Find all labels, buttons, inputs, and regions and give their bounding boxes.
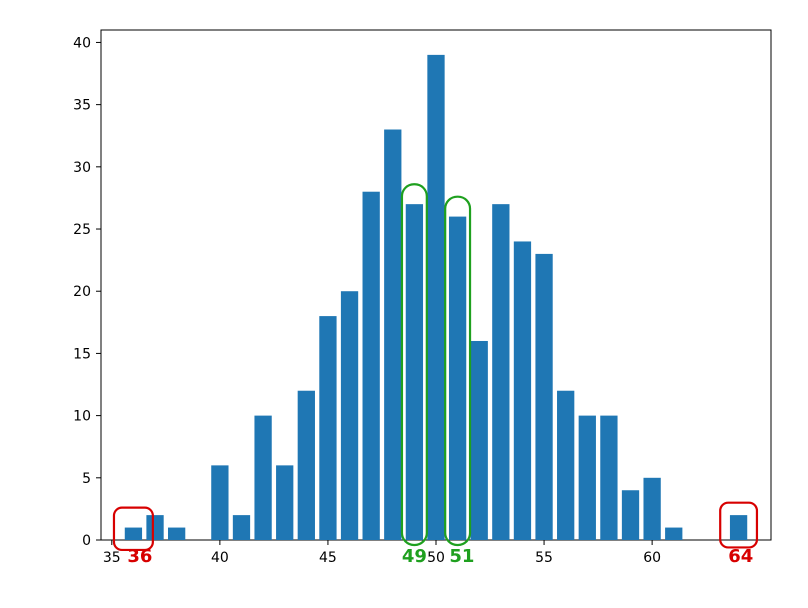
bar: [579, 416, 596, 540]
y-tick-label: 30: [73, 160, 91, 176]
annotation-label: 49: [402, 546, 427, 567]
y-tick-label: 10: [73, 409, 91, 425]
x-tick-label: 60: [643, 550, 661, 566]
bar: [363, 192, 380, 540]
x-tick-label: 50: [427, 550, 445, 566]
x-tick-label: 35: [103, 550, 121, 566]
bar: [406, 204, 423, 540]
x-tick-label: 55: [535, 550, 553, 566]
bar: [341, 291, 358, 540]
y-tick-label: 40: [73, 35, 91, 51]
bar: [665, 528, 682, 540]
bar: [168, 528, 185, 540]
histogram-chart: 35 40 45 50 55 60 0 5 10 15 20 25 30 35 40 36 49 51 64: [0, 0, 808, 608]
bar: [449, 217, 466, 540]
y-tick-label: 15: [73, 346, 91, 362]
bar: [492, 204, 509, 540]
bar: [254, 416, 271, 540]
bar: [298, 391, 315, 540]
bar: [384, 130, 401, 540]
annotation-label: 36: [127, 546, 152, 567]
y-tick-label: 0: [82, 533, 91, 549]
bar: [319, 316, 336, 540]
bar: [514, 241, 531, 540]
bar: [233, 515, 250, 540]
bar: [643, 478, 660, 540]
y-tick-label: 25: [73, 222, 91, 238]
bar: [146, 515, 163, 540]
y-tick-label: 20: [73, 284, 91, 300]
bar: [730, 515, 747, 540]
bar: [471, 341, 488, 540]
annotation-label: 64: [728, 546, 753, 567]
bar: [211, 465, 228, 540]
bar: [125, 528, 142, 540]
annotation-label: 51: [449, 546, 474, 567]
y-tick-label: 35: [73, 98, 91, 114]
bar: [276, 465, 293, 540]
y-tick-label: 5: [82, 471, 91, 487]
x-tick-label: 40: [211, 550, 229, 566]
bar: [427, 55, 444, 540]
bar: [600, 416, 617, 540]
bar: [557, 391, 574, 540]
chart-background: [0, 0, 808, 608]
x-tick-label: 45: [319, 550, 337, 566]
bar: [535, 254, 552, 540]
bar: [622, 490, 639, 540]
